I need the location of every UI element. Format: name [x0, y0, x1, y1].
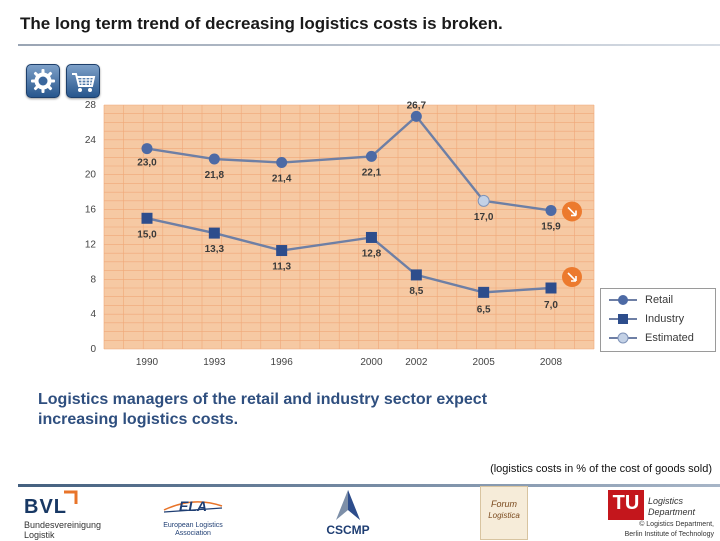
- footer-divider: [18, 484, 720, 487]
- data-point-retail: [365, 150, 377, 162]
- data-label-retail: 17,0: [474, 212, 494, 223]
- legend-retail-label: Retail: [645, 294, 674, 306]
- key-message: Logistics managers of the retail and ind…: [38, 390, 598, 430]
- data-point-industry: [276, 245, 288, 257]
- key-message-line-2: increasing logistics costs.: [38, 411, 239, 428]
- data-point-industry: [208, 227, 220, 239]
- forum-logo-name2: Logistica: [488, 511, 520, 520]
- data-label-industry: 11,3: [272, 262, 291, 273]
- y-tick-label: 20: [85, 170, 97, 181]
- trend-arrow-badge-industry: [562, 267, 582, 287]
- legend-item-industry: Industry: [609, 311, 684, 327]
- y-tick-label: 4: [90, 309, 96, 320]
- data-label-retail: 21,8: [205, 170, 225, 181]
- y-tick-label: 12: [85, 239, 97, 250]
- data-point-retail: [276, 157, 288, 169]
- chart-legend: Retail Industry Estimated: [600, 288, 716, 352]
- trend-arrow-icon: [567, 206, 577, 217]
- cscmp-logo-name: CSCMP: [326, 523, 370, 537]
- cscmp-logo: CSCMP: [318, 488, 378, 538]
- tu-copyright-line1: © Logistics Department,: [639, 521, 714, 528]
- data-point-retail: [141, 143, 153, 155]
- y-tick-label: 8: [90, 274, 96, 285]
- trend-arrow-badge-retail: [562, 201, 582, 222]
- legend-item-estimated: Estimated: [609, 330, 694, 346]
- units-note: (logistics costs in % of the cost of goo…: [490, 463, 712, 475]
- bvl-logo-mark: [64, 490, 78, 504]
- data-point-retail: [410, 110, 422, 122]
- legend-industry-marker: [609, 314, 637, 324]
- y-tick-label: 24: [85, 135, 97, 146]
- legend-estimated-marker: [609, 332, 637, 344]
- ela-logo: ELA European Logistics Association: [158, 492, 228, 538]
- data-label-industry: 7,0: [544, 300, 558, 311]
- data-point-industry: [545, 282, 557, 294]
- data-point-retail: [208, 153, 220, 165]
- forum-logo-name1: Forum: [490, 499, 517, 509]
- data-point-industry: [410, 269, 422, 281]
- data-label-industry: 8,5: [409, 286, 423, 297]
- data-label-retail: 26,7: [407, 100, 427, 111]
- shopping-cart-icon[interactable]: [66, 64, 100, 98]
- logistics-costs-chart: 0 4 8 12 16 20 24 28 1990 1993 1996 2000 2002 2005 200…: [85, 100, 595, 368]
- tu-copyright: © Logistics Department, Berlin Institute…: [604, 520, 714, 540]
- key-message-line-1: Logistics managers of the retail and ind…: [38, 391, 488, 408]
- x-tick-label: 1993: [203, 357, 226, 368]
- legend-retail-marker: [609, 295, 637, 305]
- forum-logistica-logo: Forum Logistica: [480, 486, 528, 540]
- tu-copyright-line2: Berlin Institute of Technology: [624, 531, 714, 538]
- header-divider: [18, 44, 720, 46]
- y-tick-label: 28: [85, 100, 97, 111]
- x-tick-label: 2005: [473, 357, 496, 368]
- data-label-retail: 15,9: [541, 221, 561, 232]
- settings-gear-icon[interactable]: [26, 64, 60, 98]
- ela-logo-mark: [163, 501, 223, 513]
- bvl-logo-sub2: Logistik: [24, 530, 55, 540]
- x-tick-label: 2008: [540, 357, 563, 368]
- data-label-retail: 21,4: [272, 174, 292, 185]
- ela-logo-name: ELA: [179, 498, 207, 514]
- data-point-industry: [478, 286, 490, 298]
- x-tick-label: 1990: [136, 357, 159, 368]
- data-point-industry: [141, 212, 153, 224]
- trend-arrow-icon: [567, 272, 577, 282]
- ela-logo-sub2: Association: [175, 530, 211, 537]
- data-point-retail: [545, 204, 557, 216]
- data-label-industry: 12,8: [362, 248, 382, 259]
- bvl-logo-sub1: Bundesvereinigung: [24, 520, 102, 530]
- tu-berlin-logo: TU: [608, 490, 644, 520]
- legend-industry-label: Industry: [645, 313, 685, 325]
- data-point-retail: [477, 194, 490, 207]
- x-tick-label: 2002: [405, 357, 428, 368]
- legend-estimated-label: Estimated: [645, 332, 694, 344]
- tu-department-line1: Logistics: [648, 496, 684, 506]
- bvl-logo: BVL Bundesvereinigung Logistik: [22, 490, 102, 540]
- x-tick-label: 1996: [271, 357, 294, 368]
- tu-logo-short: TU: [612, 492, 640, 514]
- tu-department: Logistics Department: [648, 496, 695, 518]
- tu-department-line2: Department: [648, 507, 696, 517]
- ela-logo-sub1: European Logistics: [163, 522, 223, 529]
- page-title: The long term trend of decreasing logist…: [20, 14, 503, 33]
- data-label-industry: 6,5: [477, 304, 491, 315]
- data-label-retail: 22,1: [362, 167, 382, 178]
- data-point-industry: [365, 231, 377, 243]
- y-tick-label: 16: [85, 205, 97, 216]
- data-label-industry: 13,3: [205, 244, 225, 255]
- y-tick-label: 0: [90, 344, 96, 355]
- x-tick-label: 2000: [360, 357, 383, 368]
- bvl-logo-name: BVL: [24, 496, 67, 518]
- data-label-retail: 23,0: [137, 158, 157, 169]
- legend-item-retail: Retail: [609, 292, 673, 308]
- cscmp-logo-mark: [336, 490, 360, 520]
- data-label-industry: 15,0: [137, 229, 157, 240]
